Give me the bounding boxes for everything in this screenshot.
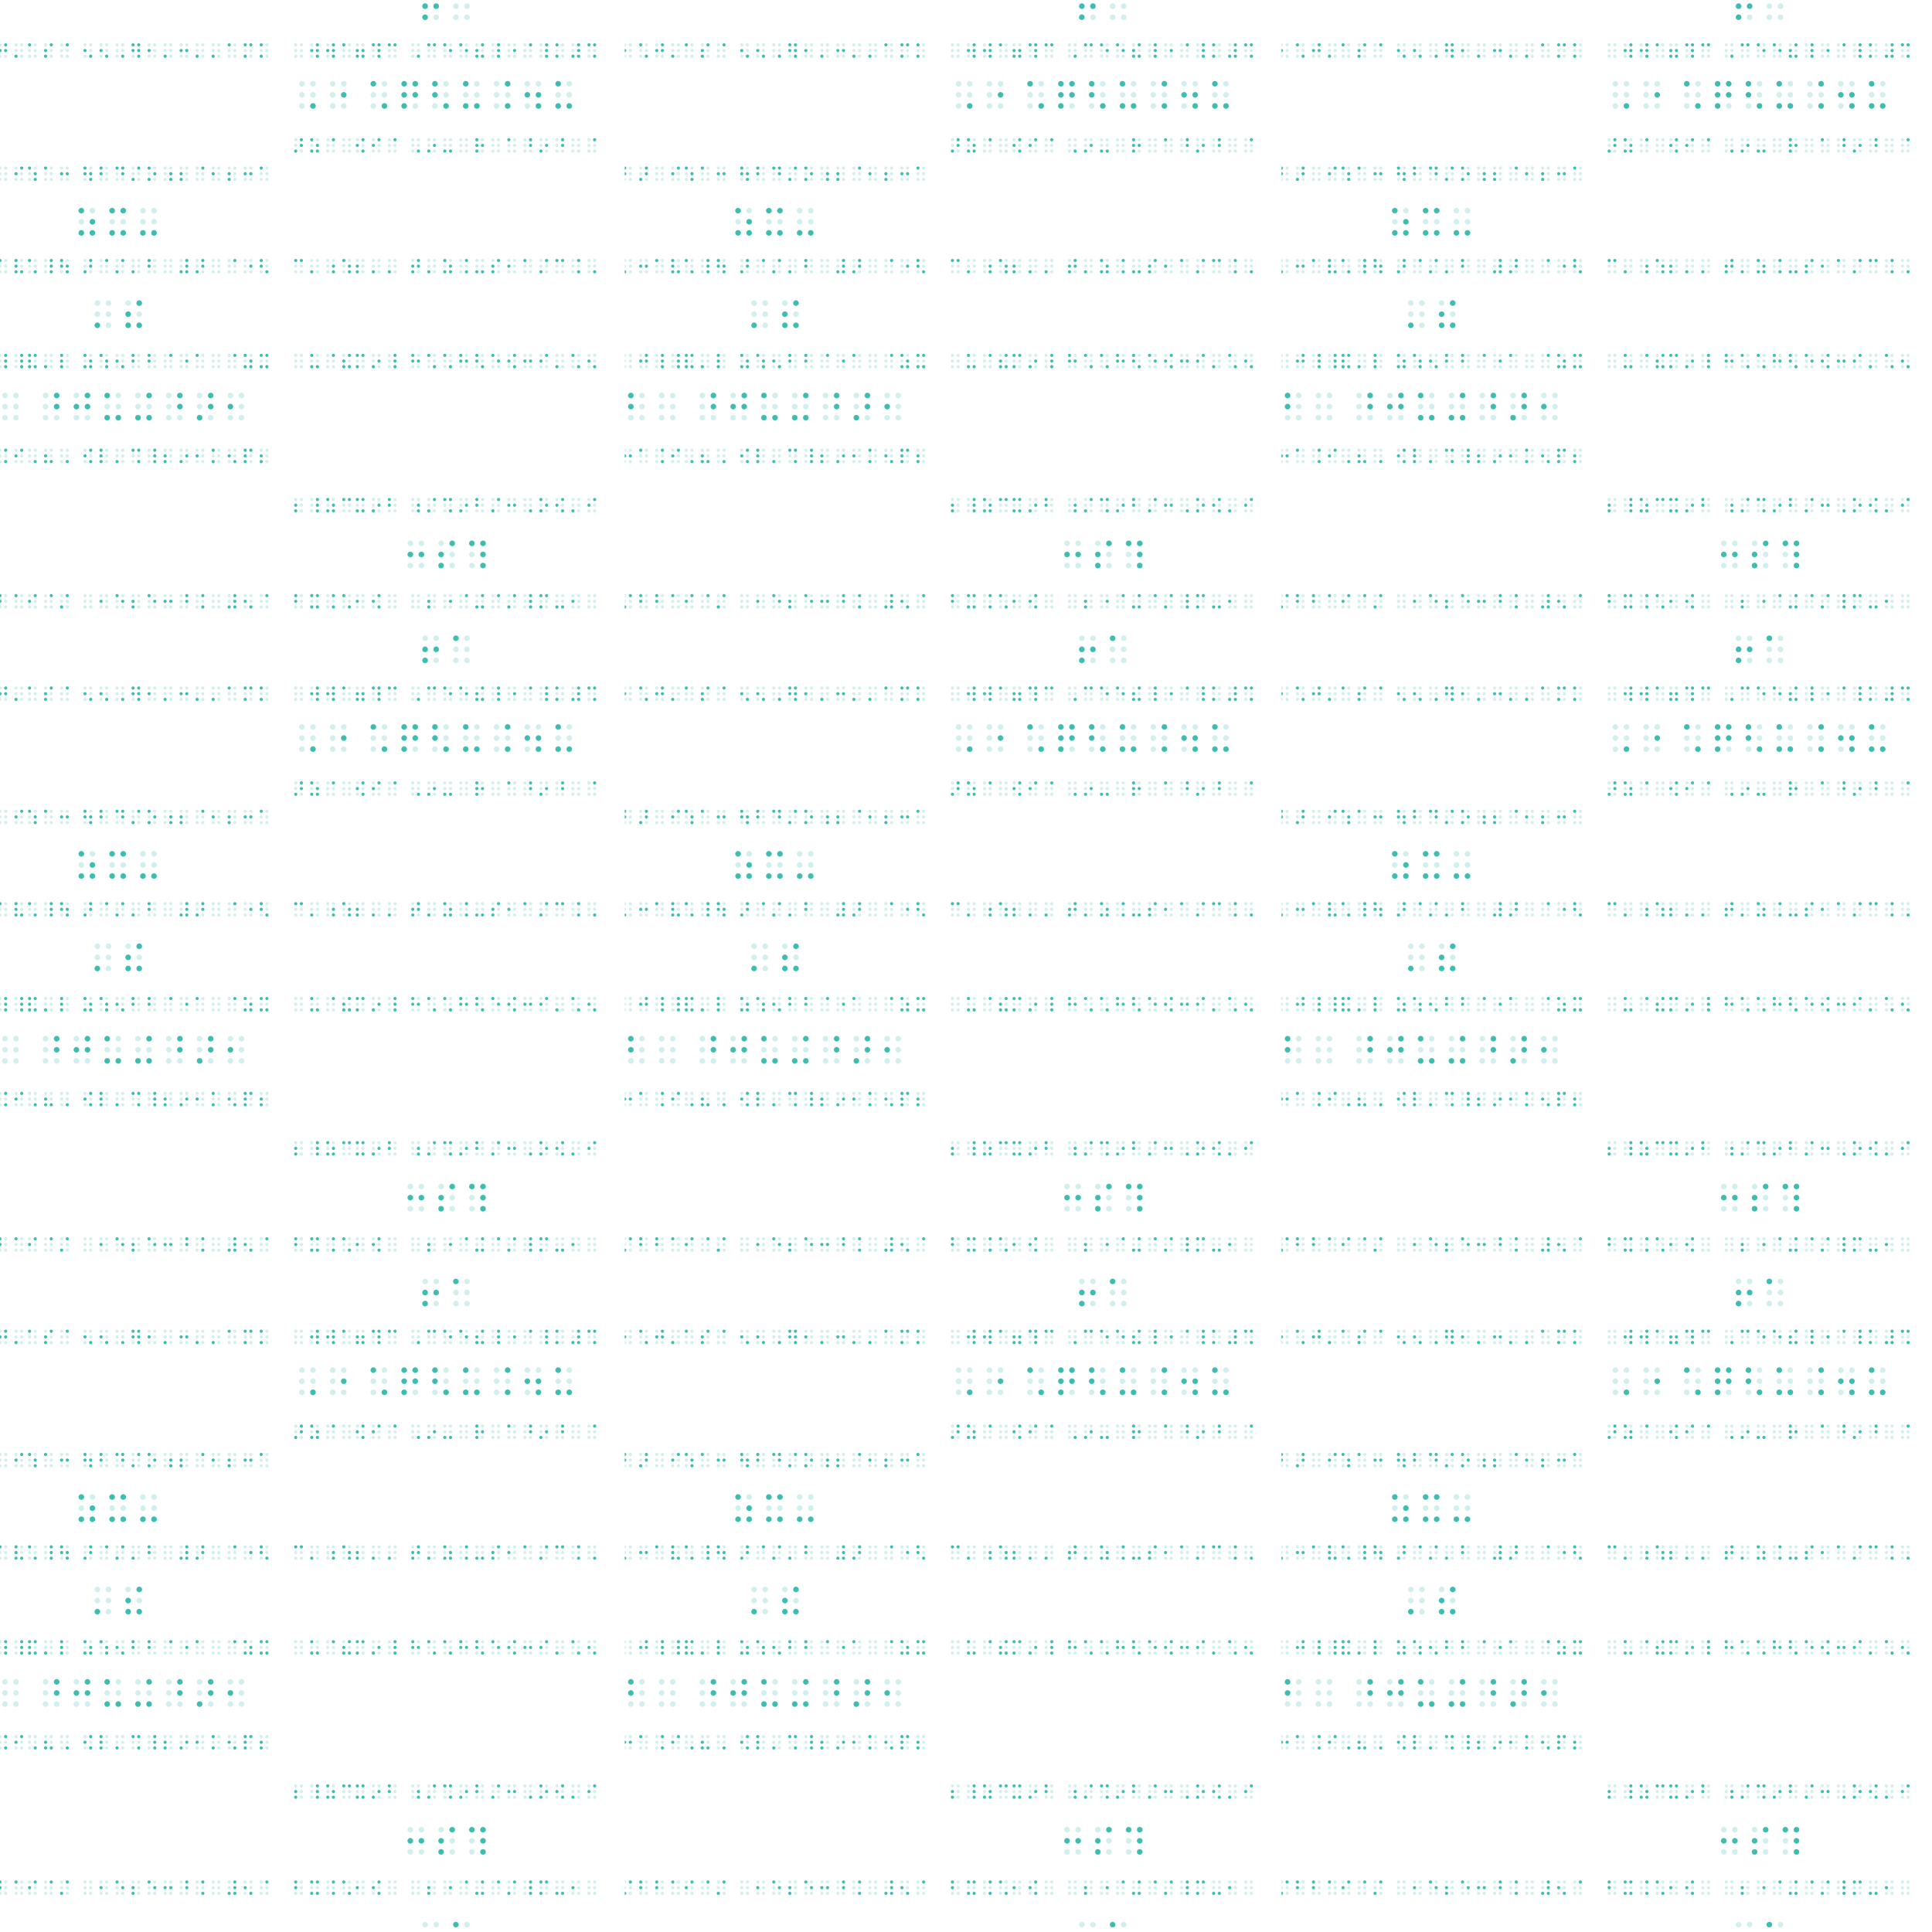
- page-body: (() => { JSON.parse(document.getElementB…: [0, 0, 1932, 1932]
- braille-pattern: [0, 0, 1932, 1932]
- page: {} html, body { margin: 0; padding: 0; b…: [0, 0, 1932, 1932]
- braille-wallpaper: [0, 0, 1932, 1932]
